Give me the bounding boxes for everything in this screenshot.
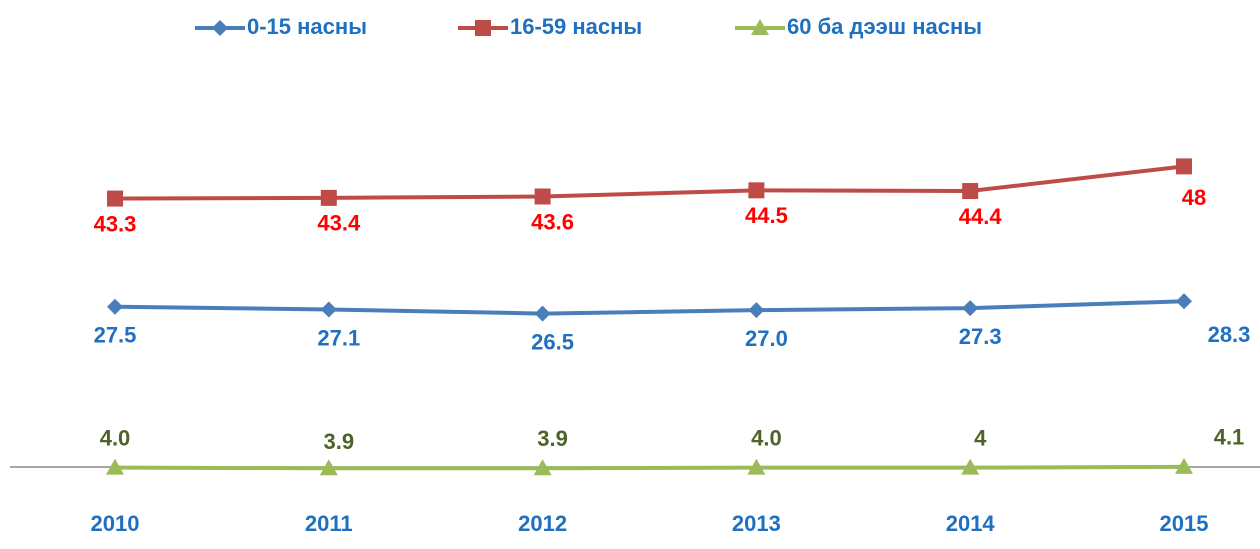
legend-marker	[475, 20, 491, 36]
data-point	[748, 302, 765, 319]
series-line	[114, 299, 1185, 316]
x-tick-label: 2014	[946, 511, 996, 536]
data-label: 28.3	[1208, 322, 1251, 347]
data-point	[107, 190, 123, 207]
data-label: 4.0	[751, 425, 782, 450]
legend-label: 60 ба дээш насны	[787, 14, 982, 39]
x-tick-label: 2012	[518, 511, 567, 536]
data-label: 27.5	[94, 323, 137, 348]
data-point	[1175, 457, 1193, 474]
data-point	[319, 459, 338, 476]
data-label: 27.0	[745, 326, 788, 351]
data-label: 4	[974, 425, 987, 450]
legend-label: 0-15 насны	[247, 14, 367, 39]
data-label: 26.5	[531, 329, 574, 354]
data-point	[1176, 293, 1192, 310]
data-label: 43.6	[531, 209, 574, 234]
data-label: 4.1	[1214, 425, 1245, 450]
data-point	[533, 459, 552, 476]
data-point	[748, 182, 765, 199]
data-label: 43.3	[94, 211, 137, 236]
data-label: 3.9	[537, 426, 568, 451]
data-label: 48	[1182, 185, 1206, 210]
x-tick-label: 2013	[732, 511, 781, 536]
data-point	[747, 458, 766, 475]
legend-marker	[212, 20, 228, 36]
data-point	[962, 300, 979, 317]
data-point	[534, 188, 551, 205]
data-label: 4.0	[100, 425, 131, 450]
data-label: 44.4	[959, 204, 1003, 229]
data-label: 3.9	[324, 429, 355, 454]
x-tick-label: 2010	[91, 511, 140, 536]
legend-marker	[751, 19, 769, 35]
series-line	[114, 164, 1185, 201]
series-line	[114, 464, 1185, 471]
data-point	[534, 305, 551, 322]
data-point	[1176, 158, 1192, 175]
data-label: 43.4	[317, 211, 361, 236]
data-point	[320, 301, 337, 318]
x-tick-label: 2015	[1160, 511, 1209, 536]
data-label: 27.1	[317, 325, 360, 350]
data-label: 27.3	[959, 324, 1002, 349]
data-point	[107, 298, 123, 315]
data-label: 44.5	[745, 203, 788, 228]
legend-label: 16-59 насны	[510, 14, 642, 39]
data-point	[106, 458, 124, 475]
data-point	[320, 189, 337, 206]
data-point	[962, 183, 979, 200]
x-tick-label: 2011	[305, 511, 353, 536]
data-point	[961, 458, 980, 475]
